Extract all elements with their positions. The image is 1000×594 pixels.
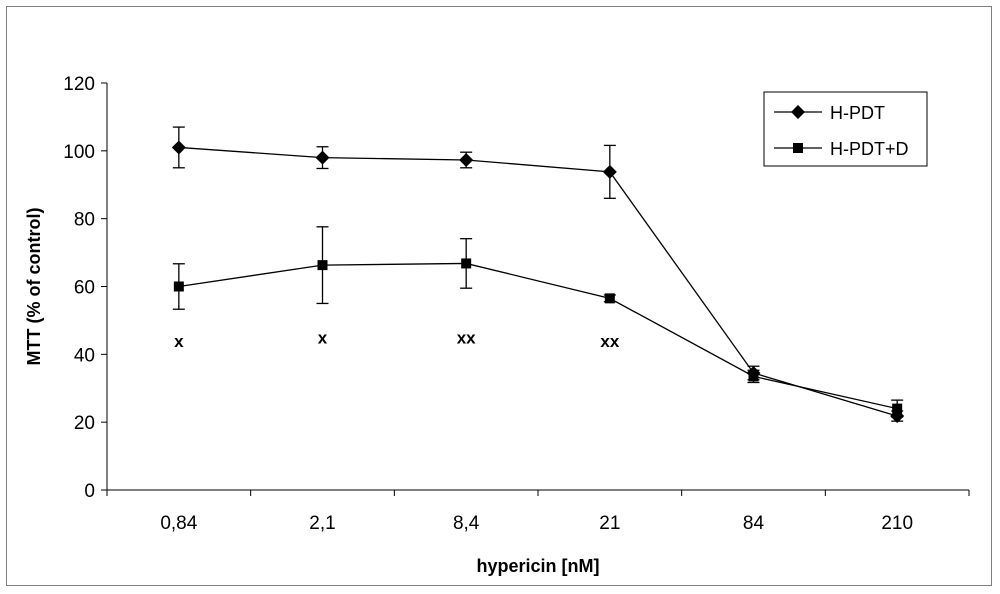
x-tick-label: 84	[743, 513, 765, 534]
data-point-square	[173, 281, 184, 292]
x-tick-label: 0,84	[160, 513, 197, 534]
legend-label: H-PDT+D	[830, 139, 909, 159]
data-point-square	[604, 293, 615, 304]
y-tick-label: 80	[74, 210, 95, 231]
data-point-square	[317, 260, 328, 271]
y-tick-label: 60	[74, 278, 95, 299]
y-ticks: 0 20 40 60 80 100 120	[63, 74, 107, 502]
x-tick-label: 8,4	[453, 513, 480, 534]
y-tick-label: 20	[74, 413, 95, 434]
series-h-pdt-d	[172, 226, 904, 418]
series-h-pdt	[171, 126, 905, 424]
legend-box	[763, 91, 928, 167]
legend: H-PDT H-PDT+D	[763, 91, 928, 167]
data-point-diamond	[171, 140, 186, 155]
legend-item: H-PDT+D	[774, 139, 909, 159]
annotations: x x xx xx	[174, 328, 620, 350]
series-line	[178, 262, 898, 410]
significance-marker: x	[174, 332, 184, 351]
legend-marker-diamond	[791, 105, 805, 119]
data-point-diamond	[602, 164, 617, 179]
series-layer	[171, 126, 905, 424]
y-tick-label: 100	[63, 142, 95, 163]
x-tick-label: 2,1	[309, 513, 335, 534]
data-point-diamond	[459, 152, 474, 167]
series-line	[178, 146, 898, 417]
significance-marker: x	[318, 328, 328, 347]
x-tick-label: 21	[599, 513, 620, 534]
legend-marker-square	[793, 143, 803, 153]
x-axis-title: hypericin [nM]	[476, 556, 599, 576]
y-tick-label: 0	[84, 481, 95, 502]
y-tick-label: 40	[74, 345, 95, 366]
x-tick-label: 210	[881, 513, 913, 534]
significance-marker: xx	[457, 328, 476, 347]
legend-label: H-PDT	[830, 103, 885, 123]
significance-marker: xx	[600, 332, 619, 351]
y-tick-label: 120	[63, 74, 95, 95]
x-ticks: 0,84 2,1 8,4 21 84 210	[106, 490, 970, 534]
data-point-square	[461, 258, 472, 269]
data-point-square	[748, 371, 759, 382]
data-point-square	[892, 403, 903, 414]
y-axis-title: MTT (% of control)	[24, 208, 44, 366]
legend-item: H-PDT	[774, 103, 885, 123]
data-point-diamond	[315, 150, 330, 165]
